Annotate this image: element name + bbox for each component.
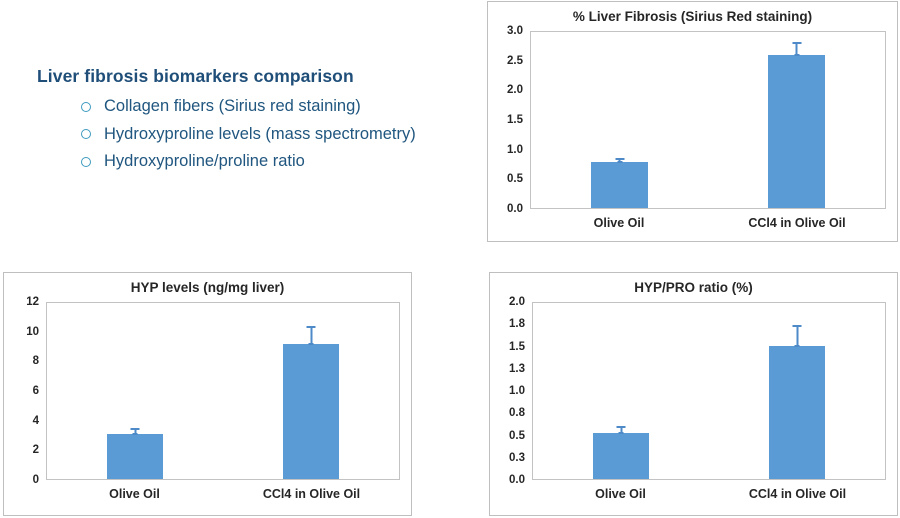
plot-area: [532, 302, 886, 480]
chart-body: 0 2 4 6 8 10 12: [10, 296, 400, 486]
chart-title: HYP/PRO ratio (%): [634, 280, 753, 295]
chart-body: 0.0 0.5 1.0 1.5 2.0 2.5 3.0: [494, 25, 886, 215]
error-bar: [614, 158, 625, 164]
y-tick-label: 0.8: [509, 407, 525, 420]
bar-ccl4-in-olive-oil: [768, 55, 825, 208]
plot-area: [46, 302, 400, 480]
bullet-item: Hydroxyproline levels (mass spectrometry…: [81, 121, 416, 149]
error-bar: [792, 325, 803, 348]
error-bar: [130, 427, 141, 435]
bullet-list: Collagen fibers (Sirius red staining) Hy…: [81, 93, 416, 176]
chart-title: HYP levels (ng/mg liver): [130, 280, 285, 295]
plot-area: [530, 31, 886, 209]
circle-bullet-icon: [81, 101, 91, 112]
y-tick-label: 4: [32, 414, 39, 427]
y-tick-label: 0.0: [509, 474, 525, 486]
bar-olive-oil: [106, 433, 164, 479]
bullet-text: Hydroxyproline levels (mass spectrometry…: [104, 124, 416, 143]
y-tick-label: 0: [32, 474, 39, 486]
y-tick-label: 2.0: [509, 296, 525, 308]
chart-panel-hyp-levels: HYP levels (ng/mg liver) 0 2 4 6 8 10 12 Olive…: [3, 272, 412, 516]
y-tick-label: 2.0: [507, 84, 523, 97]
x-category-label: CCl4 in Olive Oil: [262, 487, 361, 501]
x-category-label: Olive Oil: [109, 487, 160, 501]
error-bar: [616, 426, 627, 435]
bullet-text: Hydroxyproline/proline ratio: [104, 152, 305, 171]
x-category-label: CCl4 in Olive Oil: [748, 216, 846, 230]
y-axis: 0.0 0.5 1.0 1.5 2.0 2.5 3.0: [494, 25, 530, 215]
error-bar: [791, 41, 802, 57]
bullet-item: Collagen fibers (Sirius red staining): [81, 93, 416, 121]
y-axis: 0 2 4 6 8 10 12: [10, 296, 46, 486]
y-tick-label: 3.0: [507, 25, 523, 37]
x-category-label: Olive Oil: [593, 216, 645, 230]
chart-title: % Liver Fibrosis (Sirius Red staining): [572, 9, 813, 24]
bullet-text: Collagen fibers (Sirius red staining): [104, 97, 361, 116]
x-axis-labels: Olive Oil CCl4 in Olive Oil: [530, 216, 886, 230]
y-tick-label: 12: [26, 296, 39, 308]
y-tick-label: 2.5: [507, 54, 523, 67]
y-tick-label: 0.5: [507, 173, 523, 186]
y-tick-label: 0.5: [509, 429, 525, 442]
chart-panel-liver-fibrosis: % Liver Fibrosis (Sirius Red staining) 0…: [487, 1, 898, 242]
y-tick-label: 0.0: [507, 203, 523, 215]
bar-olive-oil: [592, 433, 650, 479]
y-tick-label: 6: [32, 385, 39, 397]
x-axis-labels: Olive Oil CCl4 in Olive Oil: [532, 487, 886, 501]
y-tick-label: 1.5: [509, 340, 525, 353]
y-tick-label: 1.3: [509, 362, 525, 375]
y-tick-label: 1.0: [507, 143, 523, 156]
circle-bullet-icon: [81, 156, 91, 167]
y-tick-label: 8: [32, 355, 39, 368]
x-category-label: Olive Oil: [595, 487, 646, 501]
y-tick-label: 0.3: [509, 451, 525, 464]
chart-body: 0.0 0.3 0.5 0.8 1.0 1.3 1.5 1.8 2.0: [496, 296, 886, 486]
circle-bullet-icon: [81, 129, 91, 140]
y-tick-label: 1.8: [509, 318, 525, 331]
error-bar: [306, 326, 317, 346]
x-axis-labels: Olive Oil CCl4 in Olive Oil: [46, 487, 400, 501]
y-tick-label: 10: [26, 325, 39, 338]
x-category-label: CCl4 in Olive Oil: [748, 487, 847, 501]
y-axis: 0.0 0.3 0.5 0.8 1.0 1.3 1.5 1.8 2.0: [496, 296, 532, 486]
bar-olive-oil: [591, 162, 648, 208]
chart-panel-hyp-pro-ratio: HYP/PRO ratio (%) 0.0 0.3 0.5 0.8 1.0 1.3 1.5 1…: [489, 272, 898, 516]
bar-ccl4-in-olive-oil: [282, 344, 340, 479]
bullet-item: Hydroxyproline/proline ratio: [81, 148, 416, 176]
bar-ccl4-in-olive-oil: [768, 346, 826, 479]
y-tick-label: 2: [32, 444, 39, 457]
slide-heading: Liver fibrosis biomarkers comparison: [37, 66, 354, 86]
y-tick-label: 1.5: [507, 114, 523, 126]
y-tick-label: 1.0: [509, 385, 525, 397]
